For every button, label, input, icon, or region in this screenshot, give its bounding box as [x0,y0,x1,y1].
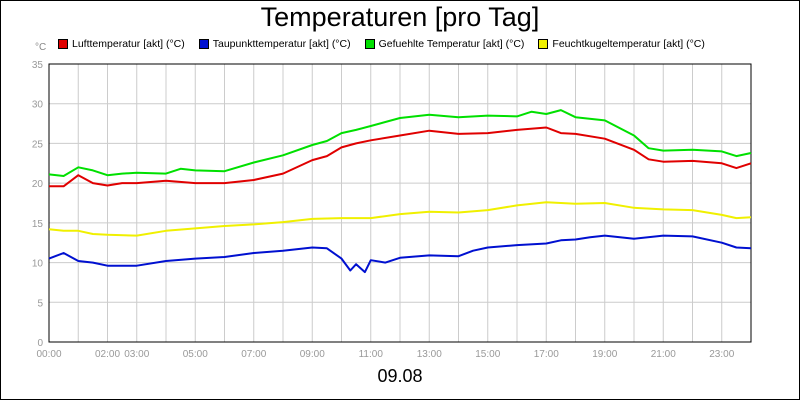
x-tick-label: 00:00 [36,349,61,360]
chart-title: Temperaturen [pro Tag] [260,2,540,32]
x-tick-label: 17:00 [534,349,559,360]
legend-swatch [364,39,375,49]
legend-label: Taupunkttemperatur [akt] (°C) [212,38,351,50]
y-tick-label: 25 [32,139,44,150]
y-axis-unit-label: °C [35,42,47,53]
series-line-0 [49,126,752,188]
y-tick-label: 20 [32,179,44,190]
y-tick-label: 0 [37,338,43,349]
x-tick-label: 02:00 [95,349,120,360]
series-line-2 [48,109,752,177]
legend-label: Gefuehlte Temperatur [akt] (°C) [378,38,525,50]
x-tick-label: 05:00 [183,349,208,360]
legend-item-wet-bulb: Feuchtkugeltemperatur [akt] (°C) [538,38,705,50]
legend-label: Lufttemperatur [akt] (°C) [72,38,185,50]
x-tick-label: 11:00 [359,349,384,360]
legend-swatch [198,39,209,49]
y-tick-label: 15 [32,219,44,230]
chart-legend: Lufttemperatur [akt] (°C) Taupunkttemper… [58,38,705,50]
series-line-1 [48,234,752,274]
series-line-3 [48,201,752,237]
x-tick-label: 09:00 [300,349,325,360]
y-tick-label: 30 [32,100,44,111]
x-tick-label: 07:00 [241,349,266,360]
legend-item-air-temp: Lufttemperatur [akt] (°C) [58,38,185,50]
x-tick-label: 15:00 [475,349,500,360]
x-tick-label: 13:00 [417,349,442,360]
legend-swatch [538,39,549,49]
y-tick-label: 5 [37,298,43,309]
legend-label: Feuchtkugeltemperatur [akt] (°C) [552,38,705,50]
y-tick-label: 35 [32,60,44,71]
x-tick-label: 21:00 [651,349,676,360]
legend-item-dew-point: Taupunkttemperatur [akt] (°C) [198,38,351,50]
x-tick-label: 19:00 [592,349,617,360]
x-tick-label: 23:00 [709,349,734,360]
plot-area-border [48,63,752,343]
date-label: 09.08 [377,366,423,386]
y-tick-label: 10 [32,259,44,270]
legend-swatch [58,39,68,49]
legend-item-felt-temp: Gefuehlte Temperatur [akt] (°C) [364,38,525,50]
x-tick-label: 03:00 [124,349,149,360]
